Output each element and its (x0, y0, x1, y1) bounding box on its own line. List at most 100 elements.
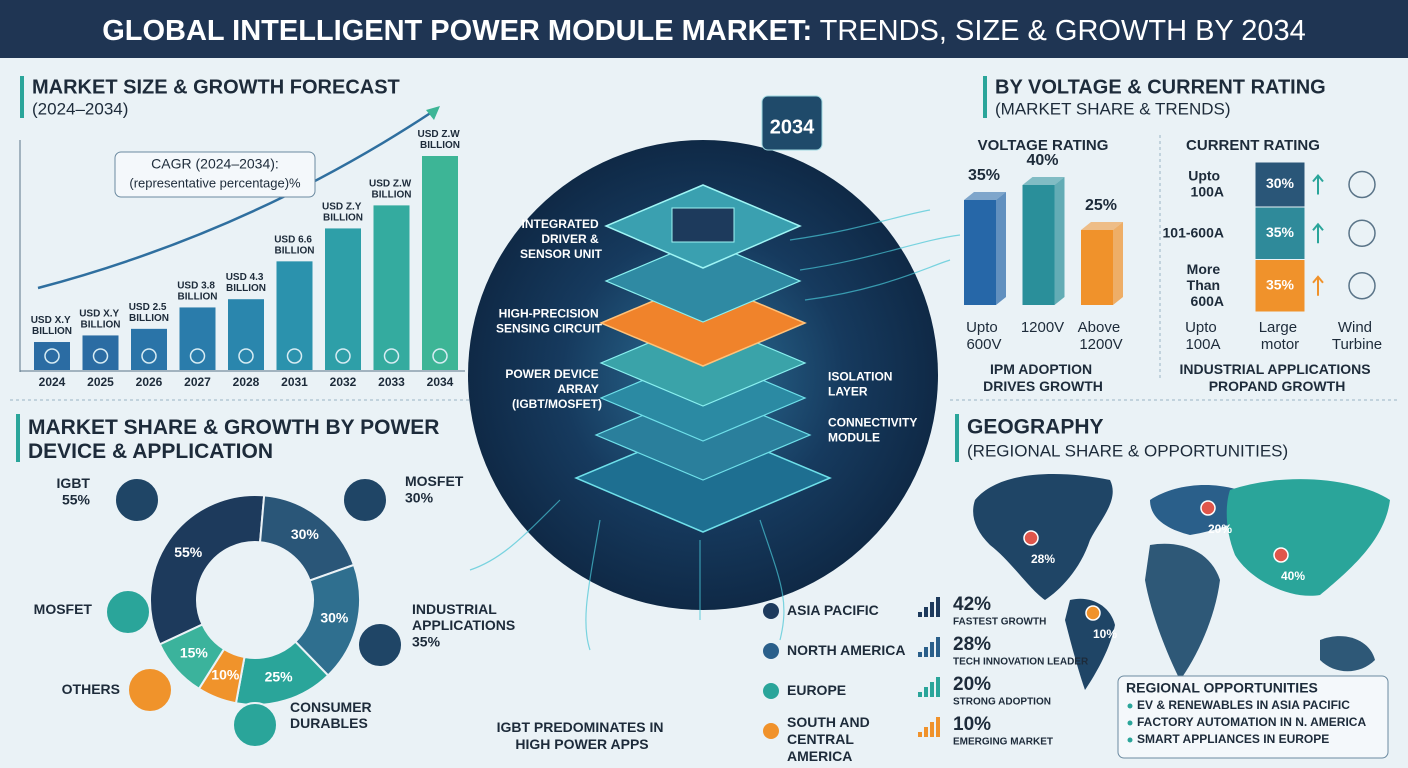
data-label: 40% (1026, 152, 1058, 169)
bar-side (1054, 177, 1065, 305)
layer-label: CONNECTIVITY MODULE (828, 416, 920, 445)
bar-side (996, 192, 1006, 305)
data-label: 35% (1266, 224, 1295, 240)
category-icon (342, 477, 388, 523)
bar-segment (1254, 259, 1306, 313)
icon-label: Wind Turbine (1332, 319, 1382, 353)
signal-icon (924, 647, 928, 657)
map-pin (1085, 605, 1101, 621)
chart-title: VOLTAGE RATING (978, 137, 1109, 154)
data-label: 10% (211, 667, 240, 683)
legend-marker (763, 643, 779, 659)
device-icon (1348, 219, 1376, 247)
region-share: 42% (953, 594, 991, 615)
signal-icon (930, 722, 934, 737)
icon-label: Large motor (1259, 319, 1302, 353)
map-pin (1023, 530, 1039, 546)
signal-icon (924, 727, 928, 737)
bar (276, 261, 313, 370)
data-label: USD X.Y BILLION (79, 308, 122, 330)
section-subtitle: (REGIONAL SHARE & OPPORTUNITIES) (967, 441, 1288, 460)
layer-label: INTEGRATED DRIVER & SENSOR UNIT (520, 217, 603, 261)
annotation: CAGR (2024–2034): (151, 156, 279, 172)
trend-arrow (1312, 173, 1324, 195)
map-label: 20% (1208, 522, 1232, 536)
category-icon (127, 667, 173, 713)
data-label: USD 3.8 BILLION (177, 280, 218, 302)
bar-icon (383, 348, 400, 364)
category-label: MOSFET (405, 473, 464, 489)
bar-segment (1254, 206, 1306, 260)
region-note: FASTEST GROWTH (953, 617, 1046, 628)
section-title: MARKET SHARE & GROWTH BY POWER DEVICE & … (28, 416, 445, 463)
signal-icon (930, 682, 934, 697)
accent-bar (20, 76, 24, 118)
legend-label: NORTH AMERICA (787, 642, 905, 658)
opportunity-item: SMART APPLIANCES IN EUROPE (1137, 732, 1329, 746)
bar (373, 205, 410, 370)
donut-segment (158, 623, 226, 691)
category-icon (105, 589, 151, 635)
bar-icon (141, 348, 157, 364)
donut-segment (149, 494, 266, 646)
signal-icon (930, 602, 934, 617)
trend-arrow (1312, 222, 1324, 244)
bar (179, 307, 216, 370)
signal-icon (936, 637, 940, 657)
chart-title: CURRENT RATING (1186, 137, 1320, 154)
data-label: 30% (1266, 175, 1295, 191)
title-bold: GLOBAL INTELLIGENT POWER MODULE MARKET: (102, 15, 812, 47)
bar-top (964, 192, 1006, 200)
trend-arrowhead (426, 106, 440, 120)
x-tick-label: 2024 (39, 375, 66, 389)
signal-icon (936, 717, 940, 737)
category-label: MOSFET (34, 601, 93, 617)
map-pin (1273, 547, 1289, 563)
bar-icon (92, 348, 109, 364)
annotation: (representative percentage)% (129, 175, 301, 190)
legend-label: EUROPE (787, 682, 846, 698)
section-subtitle: (MARKET SHARE & TRENDS) (995, 99, 1231, 118)
bar-icon (432, 348, 448, 364)
layer-stack (574, 184, 832, 533)
bar (1081, 230, 1113, 305)
data-label: USD Z.W BILLION (418, 129, 463, 151)
map-pin (1200, 500, 1216, 516)
data-label: 30% (291, 526, 320, 542)
bar-top (1081, 222, 1123, 230)
data-label: 35% (1266, 276, 1295, 292)
opportunity-item: FACTORY AUTOMATION IN N. AMERICA (1137, 715, 1366, 729)
bar-icon (44, 348, 60, 364)
x-tick-label: 1200V (1021, 319, 1064, 336)
data-label: USD 4.3 BILLION (226, 272, 267, 294)
signal-icon (930, 642, 934, 657)
map-label: 40% (1281, 569, 1305, 583)
region-note: STRONG ADOPTION (953, 697, 1051, 708)
callout-value: 55% (62, 492, 91, 508)
x-tick-label: 2032 (330, 375, 357, 389)
accent-bar (983, 76, 987, 118)
caption: INDUSTRIAL APPLICATIONS PROPAND GROWTH (1180, 361, 1375, 394)
bar (964, 200, 996, 305)
bar-icon (286, 348, 303, 364)
data-label: USD 2.5 BILLION (129, 301, 170, 323)
bar (82, 335, 119, 370)
data-label: 25% (265, 669, 294, 685)
bar-side (1113, 222, 1123, 305)
legend-label: ASIA PACIFIC (787, 602, 879, 618)
bullet (1127, 703, 1133, 709)
legend-marker (763, 723, 779, 739)
section-subtitle: (2024–2034) (32, 99, 128, 118)
signal-icon (918, 732, 922, 737)
x-tick-label: 2034 (427, 375, 454, 389)
data-label: USD 6.6 BILLION (274, 234, 315, 256)
category-label: Upto 100A (1188, 167, 1224, 199)
layer-label: HIGH-PRECISION SENSING CIRCUIT (496, 307, 603, 336)
category-icon (357, 622, 403, 668)
data-label: 55% (174, 544, 203, 560)
x-tick-label: 2027 (184, 375, 211, 389)
map-label: 28% (1031, 552, 1055, 566)
trend-arrow (1312, 275, 1324, 296)
section-title: GEOGRAPHY (967, 416, 1104, 439)
bar (422, 156, 458, 370)
